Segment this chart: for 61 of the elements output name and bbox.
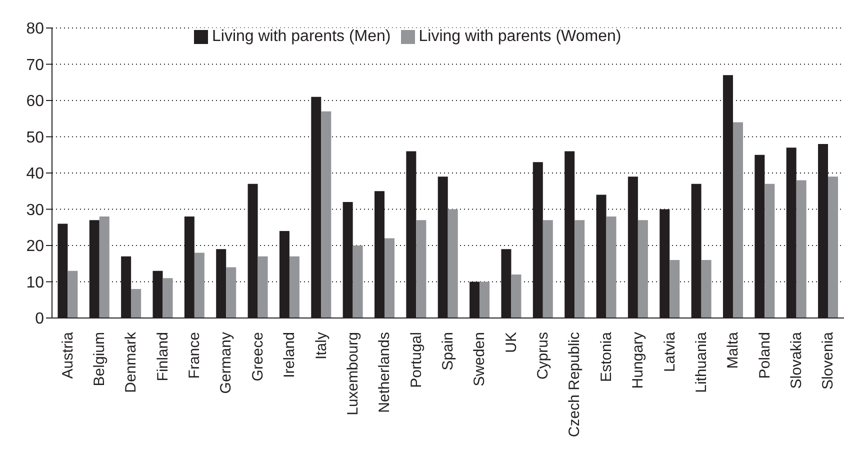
bar	[542, 220, 553, 318]
bar	[258, 256, 268, 318]
x-tick-label: Poland	[756, 332, 774, 379]
x-tick-label: Ireland	[281, 332, 298, 378]
x-tick-label: Greece	[249, 332, 266, 382]
x-tick-label: Malta	[724, 331, 742, 369]
bar	[194, 252, 204, 318]
x-tick-label: UK	[502, 332, 520, 353]
bar	[321, 111, 332, 318]
legend-label: Living with parents (Men)	[212, 28, 391, 45]
legend-label: Living with parents (Women)	[418, 28, 622, 45]
y-tick-label: 80	[26, 20, 44, 38]
bar	[574, 220, 585, 318]
x-tick-label: Hungary	[630, 332, 647, 389]
x-tick-label: France	[186, 332, 204, 379]
x-tick-label: Portugal	[408, 332, 425, 388]
y-tick-label: 50	[26, 129, 44, 146]
y-tick-label: 60	[26, 93, 44, 110]
bar	[764, 184, 775, 318]
x-tick-label: Sweden	[471, 332, 488, 386]
x-tick-label: Belgium	[91, 332, 108, 386]
bar	[701, 260, 712, 318]
bar	[352, 246, 363, 318]
y-tick-label: 0	[35, 310, 44, 328]
bar	[480, 282, 490, 318]
bar	[384, 238, 394, 318]
bar	[131, 289, 142, 318]
bar	[511, 274, 522, 318]
x-tick-label: Finland	[154, 332, 172, 382]
bar	[638, 220, 648, 318]
x-tick-label: Luxembourg	[344, 332, 362, 416]
bar	[828, 176, 838, 318]
y-tick-label: 70	[26, 56, 44, 74]
bar	[416, 220, 426, 318]
x-tick-label: Netherlands	[376, 332, 394, 413]
y-tick-label: 10	[26, 274, 44, 292]
bar	[670, 260, 680, 318]
x-tick-label: Spain	[440, 332, 456, 370]
bar	[226, 267, 236, 318]
x-tick-label: Latvia	[661, 331, 678, 372]
bar	[732, 122, 743, 318]
y-tick-label: 40	[26, 166, 44, 183]
y-tick-label: 20	[26, 238, 44, 256]
x-tick-label: Slovenia	[820, 331, 837, 390]
x-tick-label: Czech Republic	[566, 332, 584, 438]
bar	[99, 216, 110, 318]
bar	[606, 216, 616, 318]
y-tick-label: 30	[26, 202, 44, 219]
x-tick-label: Germany	[218, 332, 235, 394]
bar	[448, 209, 458, 318]
x-tick-label: Slovakia	[788, 331, 805, 389]
bar	[162, 278, 173, 318]
x-tick-label: Denmark	[122, 332, 140, 393]
x-tick-label: Cyprus	[534, 332, 552, 380]
x-tick-label: Lithuania	[692, 331, 710, 393]
x-tick-label: Austria	[59, 331, 76, 379]
x-tick-label: Italy	[312, 332, 330, 360]
bar	[68, 270, 78, 318]
bar	[289, 256, 300, 318]
bar	[796, 180, 806, 318]
x-tick-label: Estonia	[598, 331, 615, 382]
